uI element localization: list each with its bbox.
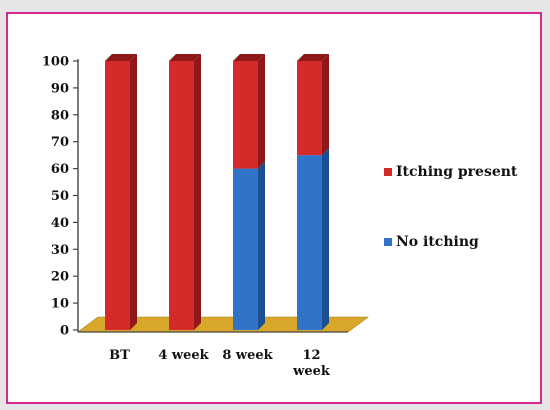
bar-side: [258, 54, 265, 169]
bar: [105, 61, 130, 330]
y-tick-label: 10: [51, 297, 69, 312]
x-tick-label: 12: [302, 348, 320, 363]
x-tick-label: week: [292, 364, 331, 379]
chart-frame: 0 10 20 30 40 50 60 70 80 90 100 BT 4 week 8 week 12 we…: [6, 12, 542, 404]
bar-top: [297, 54, 329, 61]
x-tick-label: BT: [109, 348, 130, 363]
bar-top: [169, 54, 201, 61]
y-tick-label: 20: [51, 270, 69, 285]
chart: 0 10 20 30 40 50 60 70 80 90 100 BT 4 week 8 week 12we…: [42, 54, 518, 379]
bar: [233, 61, 258, 169]
legend-swatch: [384, 238, 392, 246]
y-tick-label: 80: [51, 108, 69, 123]
bar-top: [233, 54, 265, 61]
bar-side: [194, 54, 201, 330]
y-tick-label: 70: [51, 135, 69, 150]
y-tick-label: 60: [51, 162, 69, 177]
x-tick-label: 8 week: [222, 348, 273, 363]
y-tick-label: 40: [51, 216, 69, 231]
bar-side: [258, 161, 265, 330]
y-tick-label: 0: [60, 324, 69, 339]
bar: [233, 168, 258, 330]
bar: [297, 155, 322, 330]
bar-top: [105, 54, 137, 61]
legend-label: No itching: [396, 234, 479, 250]
legend-swatch: [384, 168, 392, 176]
bar-side: [130, 54, 137, 330]
y-tick-label: 50: [51, 189, 69, 204]
y-tick-label: 30: [51, 243, 69, 258]
legend-label: Itching present: [396, 164, 518, 180]
bar-side: [322, 54, 329, 156]
bar: [297, 61, 322, 156]
y-tick-label: 100: [42, 55, 69, 70]
y-tick-label: 90: [51, 81, 69, 96]
bar-side: [322, 148, 329, 330]
bar: [169, 61, 194, 330]
x-tick-label: 4 week: [158, 348, 209, 363]
